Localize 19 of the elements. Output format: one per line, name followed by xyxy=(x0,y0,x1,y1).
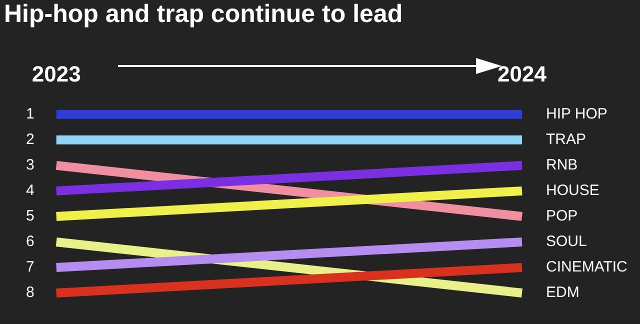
x-tick-label: 2023 xyxy=(32,61,81,86)
series-label: HOUSE xyxy=(546,182,600,200)
series-label: CINEMATIC xyxy=(546,258,628,276)
x-tick-label: 2024 xyxy=(498,61,548,86)
y-tick-label: 4 xyxy=(26,182,34,200)
series-label: TRAP xyxy=(546,131,586,148)
y-tick-label: 6 xyxy=(26,233,34,250)
y-tick-label: 1 xyxy=(26,106,34,123)
series-label: RNB xyxy=(546,156,578,174)
series-label: SOUL xyxy=(546,233,587,250)
y-tick-label: 7 xyxy=(26,258,34,276)
y-tick-label: 2 xyxy=(26,131,34,148)
y-tick-label: 5 xyxy=(26,208,34,225)
series-label: HIP HOP xyxy=(546,106,608,123)
y-tick-label: 3 xyxy=(26,156,34,174)
y-tick-label: 8 xyxy=(26,284,34,302)
series-label: POP xyxy=(546,208,578,225)
series-label: EDM xyxy=(546,284,580,302)
chart-title: Hip-hop and trap continue to lead xyxy=(4,0,403,28)
